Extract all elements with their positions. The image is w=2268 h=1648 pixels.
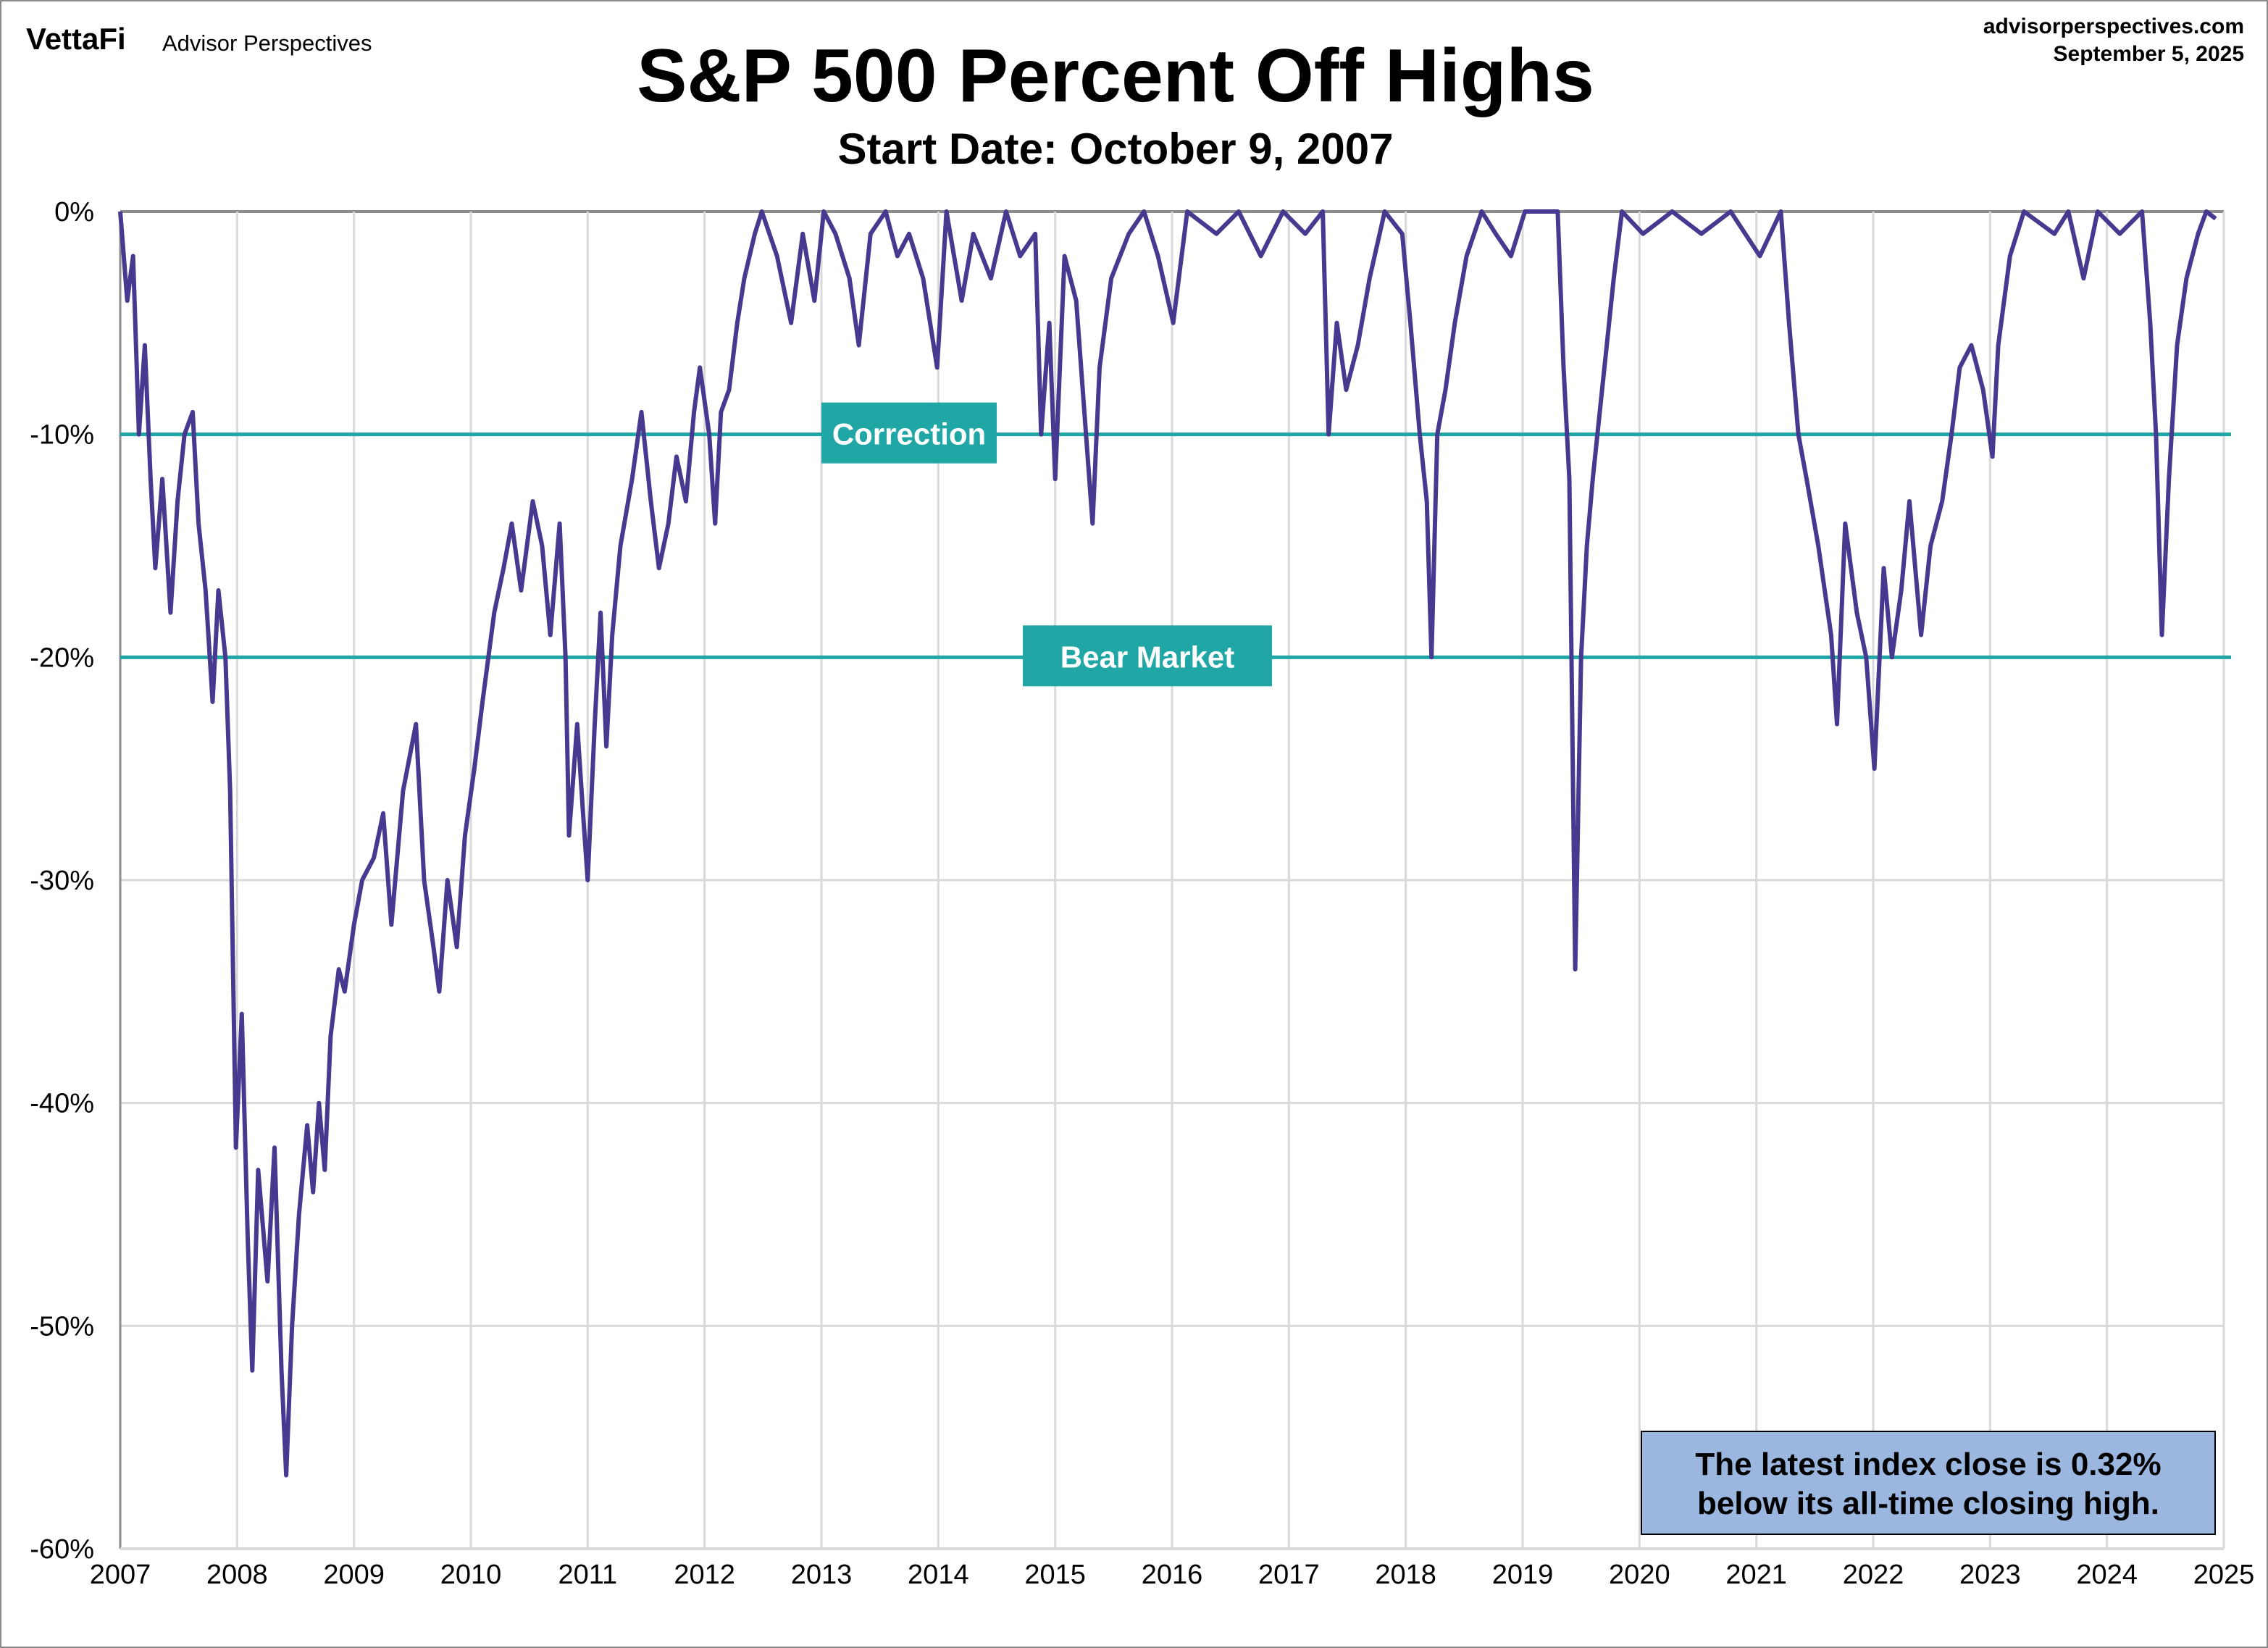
x-tick-label: 2017 xyxy=(1258,1560,1320,1590)
report-date: September 5, 2025 xyxy=(2054,42,2244,66)
reference-labels: Correction Bear Market xyxy=(821,402,1272,687)
x-tick-label: 2012 xyxy=(674,1560,735,1590)
x-tick-label: 2024 xyxy=(2076,1560,2138,1590)
chart-subtitle: Start Date: October 9, 2007 xyxy=(838,125,1394,173)
y-tick-label: -20% xyxy=(30,643,94,673)
x-tick-label: 2011 xyxy=(558,1560,617,1590)
reference-label: Bear Market xyxy=(1060,640,1234,674)
x-tick-label: 2015 xyxy=(1024,1560,1086,1590)
y-tick-label: -40% xyxy=(30,1089,94,1119)
header: VettaFi Advisor Perspectives advisorpers… xyxy=(26,14,2244,173)
x-tick-label: 2013 xyxy=(791,1560,853,1590)
chart-title: S&P 500 Percent Off Highs xyxy=(637,34,1594,118)
x-tick-label: 2010 xyxy=(440,1560,502,1590)
y-tick-label: -30% xyxy=(30,866,94,896)
annotation-line-2: below its all-time closing high. xyxy=(1697,1486,2159,1521)
gridlines xyxy=(119,210,2225,1550)
x-axis: 2007 2008 2009 2010 2011 2012 2013 2014 2015 2016… xyxy=(90,1560,2255,1590)
y-tick-label: -50% xyxy=(30,1311,94,1342)
y-tick-label: -60% xyxy=(30,1534,94,1565)
x-tick-label: 2025 xyxy=(2193,1560,2255,1590)
x-tick-label: 2014 xyxy=(908,1560,969,1590)
site-url: advisorperspectives.com xyxy=(1983,14,2244,38)
x-tick-label: 2022 xyxy=(1843,1560,1904,1590)
vettafi-logo: VettaFi xyxy=(26,22,126,56)
y-tick-label: 0% xyxy=(54,197,94,227)
reference-label-box xyxy=(1023,625,1272,687)
reference-label: Correction xyxy=(832,417,986,451)
annotation-box: The latest index close is 0.32% below it… xyxy=(1641,1431,2216,1535)
series-line xyxy=(118,209,2217,1478)
reference-label-box xyxy=(821,402,997,464)
x-tick-label: 2019 xyxy=(1492,1560,1554,1590)
annotation-line-1: The latest index close is 0.32% xyxy=(1695,1447,2161,1482)
advisor-perspectives-logo: Advisor Perspectives xyxy=(162,30,372,56)
x-tick-label: 2021 xyxy=(1725,1560,1787,1590)
x-tick-label: 2008 xyxy=(206,1560,268,1590)
y-tick-label: -10% xyxy=(30,420,94,451)
x-tick-label: 2007 xyxy=(90,1560,151,1590)
x-tick-label: 2023 xyxy=(1959,1560,2021,1590)
x-tick-label: 2009 xyxy=(323,1560,385,1590)
annotation-background xyxy=(1641,1431,2216,1535)
y-axis: 0% -10% -20% -30% -40% -50% -60% xyxy=(30,197,94,1565)
x-tick-label: 2018 xyxy=(1375,1560,1436,1590)
x-tick-label: 2016 xyxy=(1142,1560,1203,1590)
x-tick-label: 2020 xyxy=(1609,1560,1670,1590)
